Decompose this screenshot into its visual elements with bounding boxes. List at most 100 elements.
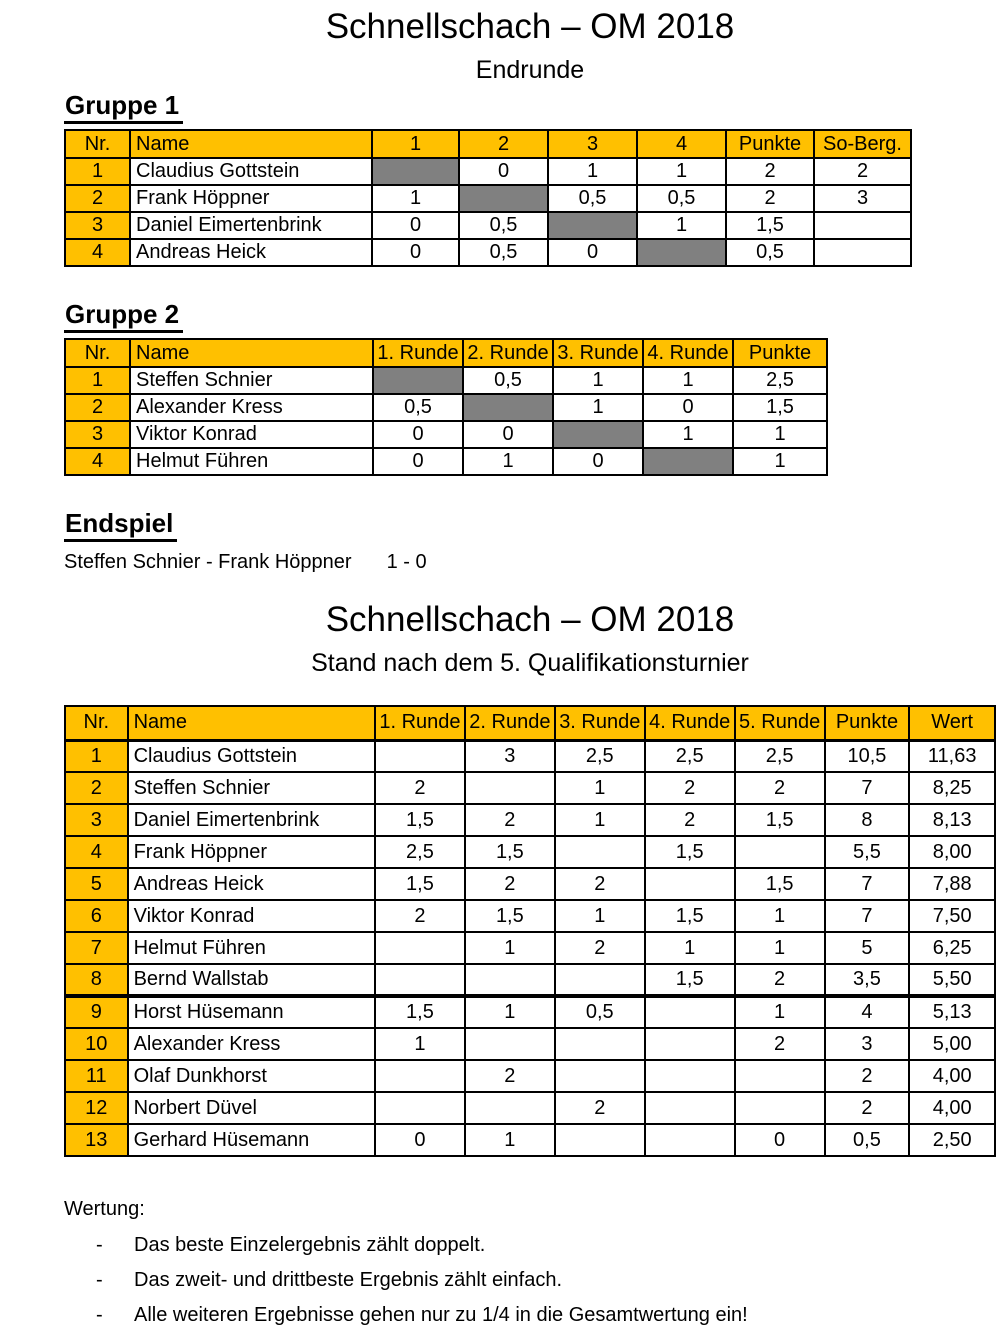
table-row: 6 Viktor Konrad 2 1,5 1 1,5 1 7 7,50: [64, 899, 996, 933]
document-page: Schnellschach – OM 2018 Endrunde Gruppe …: [64, 0, 996, 1326]
round-result-cell: 1: [636, 157, 727, 186]
column-header-round2: 2: [458, 129, 549, 159]
round-result-cell: 1,5: [463, 899, 556, 933]
table-row: 4 Helmut Führen 0 1 0 1: [64, 447, 828, 476]
round-result-cell: [553, 1059, 646, 1093]
table-row: 12 Norbert Düvel 2 2 4,00: [64, 1091, 996, 1125]
punkte-cell: 7: [823, 867, 911, 901]
diagonal-cell: [462, 393, 554, 422]
punkte-cell: 8: [823, 803, 911, 837]
wertung-section: Wertung: - Das beste Einzelergebnis zählt…: [64, 1197, 996, 1326]
row-number-cell: 1: [64, 739, 129, 773]
column-header-round1: 1: [371, 129, 460, 159]
table-row: 2 Steffen Schnier 2 1 2 2 7 8,25: [64, 771, 996, 805]
player-name-cell: Helmut Führen: [129, 447, 374, 476]
round-result-cell: 2: [733, 963, 826, 998]
round-result-cell: 1: [642, 366, 734, 395]
round-result-cell: 0,5: [462, 366, 554, 395]
table-row: 3 Daniel Eimertenbrink 0 0,5 1 1,5: [64, 211, 912, 240]
round-result-cell: [463, 1027, 556, 1061]
page-subtitle-endrunde: Endrunde: [475, 56, 585, 84]
round-result-cell: 1: [636, 211, 727, 240]
round-result-cell: 1,5: [643, 899, 736, 933]
round-result-cell: [553, 1123, 646, 1157]
soberg-cell: 3: [813, 184, 912, 213]
column-header-name: Name: [129, 338, 374, 368]
round-result-cell: 0: [373, 1123, 466, 1157]
diagonal-cell: [458, 184, 549, 213]
round-result-cell: [373, 739, 466, 773]
round-result-cell: 0,5: [372, 393, 464, 422]
punkte-cell: 0,5: [823, 1123, 911, 1157]
row-number-cell: 4: [64, 835, 129, 869]
wertung-item: - Das zweit- und drittbeste Ergebnis zähl…: [64, 1269, 996, 1291]
player-name-cell: Helmut Führen: [126, 931, 376, 965]
round-result-cell: [373, 963, 466, 998]
row-number-cell: 3: [64, 211, 131, 240]
table-row: 10 Alexander Kress 1 2 3 5,00: [64, 1027, 996, 1061]
round-result-cell: 1: [463, 1123, 556, 1157]
row-number-cell: 2: [64, 184, 131, 213]
punkte-cell: 2,5: [732, 366, 828, 395]
row-number-cell: 11: [64, 1059, 129, 1093]
round-result-cell: [373, 1091, 466, 1125]
round-result-cell: 2: [463, 1059, 556, 1093]
section-heading-gruppe2: Gruppe 2: [64, 300, 184, 333]
punkte-cell: 1,5: [725, 211, 815, 240]
column-header-nr: Nr.: [64, 705, 129, 742]
diagonal-cell: [636, 238, 727, 267]
round-result-cell: [643, 867, 736, 901]
round-result-cell: 1: [553, 771, 646, 805]
endspiel-result-line: Steffen Schnier - Frank Höppner 1 - 0: [64, 550, 996, 574]
round-result-cell: 1: [462, 447, 554, 476]
punkte-cell: 1: [732, 447, 828, 476]
column-header-round2: 2. Runde: [462, 338, 554, 368]
bullet-dash: -: [96, 1269, 103, 1291]
diagonal-cell: [372, 366, 464, 395]
player-name-cell: Steffen Schnier: [129, 366, 374, 395]
endspiel-section: Endspiel: [64, 509, 996, 542]
table-row: 13 Gerhard Hüsemann 0 1 0 0,5 2,50: [64, 1123, 996, 1157]
round-result-cell: 1: [642, 420, 734, 449]
round-result-cell: 1: [553, 899, 646, 933]
endspiel-match: Steffen Schnier - Frank Höppner: [64, 551, 352, 573]
round-result-cell: [643, 995, 736, 1029]
table-row: 5 Andreas Heick 1,5 2 2 1,5 7 7,88: [64, 867, 996, 901]
round-result-cell: [643, 1027, 736, 1061]
row-number-cell: 7: [64, 931, 129, 965]
row-number-cell: 8: [64, 963, 129, 998]
punkte-cell: 7: [823, 771, 911, 805]
page-subtitle-quali: Stand nach dem 5. Qualifikationsturnier: [311, 649, 749, 677]
diagonal-cell: [371, 157, 460, 186]
round-result-cell: 2: [733, 1027, 826, 1061]
round-result-cell: 2,5: [373, 835, 466, 869]
wert-cell: 8,13: [908, 803, 996, 837]
gruppe1-header-row: Nr. Name 1 2 3 4 Punkte So-Berg.: [64, 129, 912, 159]
row-number-cell: 2: [64, 771, 129, 805]
punkte-cell: 2: [725, 184, 815, 213]
table-row: 1 Steffen Schnier 0,5 1 1 2,5: [64, 366, 828, 395]
diagonal-cell: [552, 420, 644, 449]
punkte-cell: 5,5: [823, 835, 911, 869]
row-number-cell: 4: [64, 447, 131, 476]
wert-cell: 11,63: [908, 739, 996, 773]
wert-cell: 7,50: [908, 899, 996, 933]
column-header-wert: Wert: [908, 705, 996, 742]
player-name-cell: Daniel Eimertenbrink: [126, 803, 376, 837]
wertung-item-text: Alle weiteren Ergebnisse gehen nur zu 1/…: [134, 1304, 748, 1326]
row-number-cell: 12: [64, 1091, 129, 1125]
table-row: 3 Daniel Eimertenbrink 1,5 2 1 2 1,5 8 8…: [64, 803, 996, 837]
round-result-cell: 0,5: [458, 211, 549, 240]
wertung-heading: Wertung:: [64, 1198, 145, 1220]
table-row: 3 Viktor Konrad 0 0 1 1: [64, 420, 828, 449]
section-heading-gruppe1: Gruppe 1: [64, 91, 184, 124]
table-row: 9 Horst Hüsemann 1,5 1 0,5 1 4 5,13: [64, 995, 996, 1029]
wertung-item-text: Das beste Einzelergebnis zählt doppelt.: [134, 1234, 486, 1256]
round-result-cell: [733, 1059, 826, 1093]
gruppe1-section: Gruppe 1: [64, 91, 996, 124]
row-number-cell: 5: [64, 867, 129, 901]
row-number-cell: 4: [64, 238, 131, 267]
punkte-cell: 2: [725, 157, 815, 186]
table-row: 1 Claudius Gottstein 0 1 1 2 2: [64, 157, 912, 186]
wertung-item: - Alle weiteren Ergebnisse gehen nur zu 1…: [64, 1304, 996, 1326]
